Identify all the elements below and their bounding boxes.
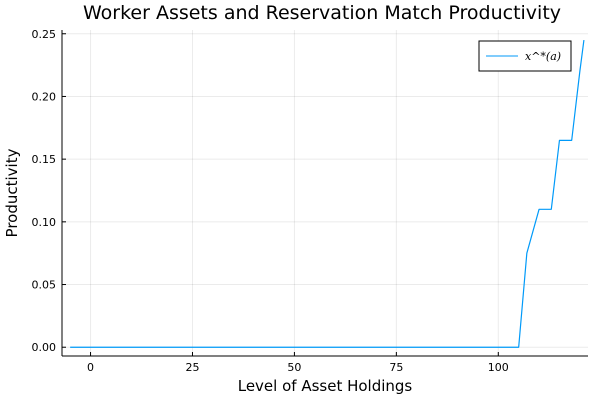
x-axis-label: Level of Asset Holdings <box>238 377 413 395</box>
ticks: 0 25 50 75 100 0.00 0.05 0.10 0.15 0.20 0.25 <box>32 28 509 374</box>
y-tick-label: 0.10 <box>32 216 57 229</box>
x-tick-label: 50 <box>287 361 301 374</box>
series <box>70 39 585 348</box>
x-tick-label: 100 <box>488 361 509 374</box>
series-line-0 <box>70 39 585 348</box>
chart-title: Worker Assets and Reservation Match Prod… <box>83 2 561 24</box>
y-tick-label: 0.00 <box>32 341 57 354</box>
y-tick-label: 0.25 <box>32 28 57 41</box>
legend-label: x^*(a) <box>525 50 561 63</box>
x-tick-label: 0 <box>87 361 94 374</box>
y-tick-label: 0.15 <box>32 153 57 166</box>
grid <box>62 30 588 356</box>
axes <box>61 30 588 357</box>
x-tick-label: 75 <box>389 361 403 374</box>
y-axis-label: Productivity <box>3 148 21 237</box>
legend: x^*(a) <box>478 40 572 72</box>
x-tick-label: 25 <box>185 361 199 374</box>
y-tick-label: 0.05 <box>32 279 57 292</box>
y-tick-label: 0.20 <box>32 90 57 103</box>
